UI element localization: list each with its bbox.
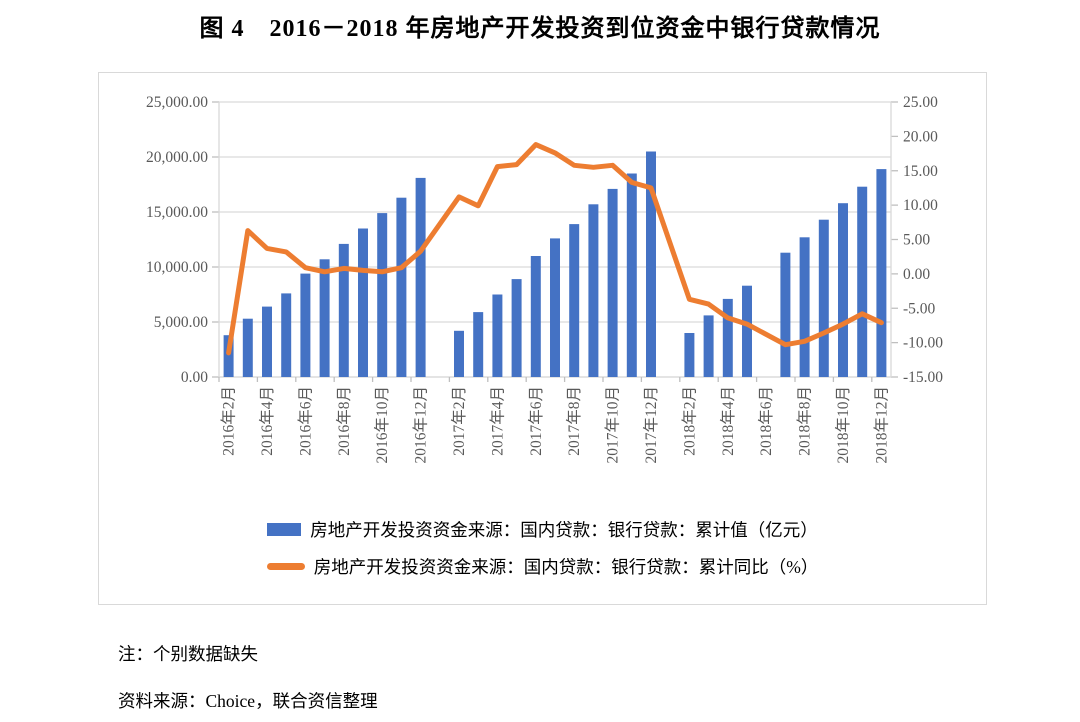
right-axis-label: 15.00 xyxy=(903,163,938,180)
right-axis-label: 0.00 xyxy=(903,266,930,283)
legend-bar-label: 房地产开发投资资金来源：国内贷款：银行贷款：累计值（亿元） xyxy=(310,520,818,540)
bar xyxy=(626,173,637,377)
right-axis-label: -10.00 xyxy=(903,335,943,352)
bar xyxy=(569,224,580,377)
bar xyxy=(473,312,484,377)
x-axis-label: 2017年10月 xyxy=(604,386,622,464)
bar xyxy=(223,335,234,377)
bar xyxy=(281,293,292,377)
bar xyxy=(857,186,868,377)
right-axis-label: -5.00 xyxy=(903,300,936,317)
bar xyxy=(646,151,656,377)
bar xyxy=(300,273,311,377)
bar xyxy=(742,285,752,377)
bar xyxy=(588,204,599,377)
bar xyxy=(396,197,407,377)
x-axis-label: 2017年4月 xyxy=(488,386,506,456)
x-axis-label: 2017年8月 xyxy=(565,386,583,456)
x-axis-label: 2016年10月 xyxy=(373,386,391,464)
x-axis-label: 2016年8月 xyxy=(335,386,353,456)
left-axis-label: 5,000.00 xyxy=(154,314,209,331)
x-axis-label: 2018年2月 xyxy=(680,386,698,456)
bar xyxy=(415,177,426,377)
x-axis-label: 2016年6月 xyxy=(296,386,314,456)
legend-item-line-series: 房地产开发投资资金来源：国内贷款：银行贷款：累计同比（%） xyxy=(266,554,819,579)
right-axis-label: 20.00 xyxy=(903,128,938,145)
x-axis-label: 2018年12月 xyxy=(872,386,890,464)
bar xyxy=(511,279,522,377)
right-axis-label: 25.00 xyxy=(903,94,938,111)
bar xyxy=(876,169,887,377)
x-axis-label: 2016年4月 xyxy=(258,386,276,456)
combo-chart-canvas: 0.00 5,000.00 10,000.00 15,000.00 20,000.00 2… xyxy=(146,94,943,464)
legend-line-swatch xyxy=(266,563,305,570)
chart-source: 资料来源：Choice，联合资信整理 xyxy=(118,691,378,711)
right-axis-label: 5.00 xyxy=(903,232,930,249)
legend-line-label: 房地产开发投资资金来源：国内贷款：银行贷款：累计同比（%） xyxy=(313,557,819,577)
bar xyxy=(358,228,368,377)
bar xyxy=(780,252,791,377)
right-axis-label: -15.00 xyxy=(903,369,943,386)
chart-legend: 房地产开发投资资金来源：国内贷款：银行贷款：累计值（亿元） 房地产开发投资资金来… xyxy=(99,517,986,579)
axis-labels: 0.00 5,000.00 10,000.00 15,000.00 20,000.00 2… xyxy=(146,94,943,464)
bar xyxy=(338,243,349,377)
x-axis-label: 2018年10月 xyxy=(834,386,852,464)
bar xyxy=(799,237,810,377)
bar xyxy=(530,256,541,377)
x-axis-label: 2017年12月 xyxy=(642,386,660,464)
bar-series xyxy=(223,151,887,377)
x-axis-label: 2016年2月 xyxy=(220,386,238,456)
left-axis-label: 0.00 xyxy=(181,369,208,386)
chart-area: 0.00 5,000.00 10,000.00 15,000.00 20,000.00 2… xyxy=(98,72,987,605)
bar xyxy=(703,315,714,377)
bar xyxy=(722,298,733,377)
left-axis-label: 25,000.00 xyxy=(146,94,208,111)
x-axis-label: 2016年12月 xyxy=(412,386,430,464)
bar xyxy=(242,318,253,377)
growth-line xyxy=(226,142,884,356)
left-axis-label: 15,000.00 xyxy=(146,204,208,221)
bar xyxy=(838,203,848,377)
bar xyxy=(607,188,618,377)
chart-note: 注：个别数据缺失 xyxy=(118,644,258,664)
line-series xyxy=(226,142,884,356)
x-axis-label: 2018年6月 xyxy=(757,386,775,456)
legend-item-bar-series: 房地产开发投资资金来源：国内贷款：银行贷款：累计值（亿元） xyxy=(267,517,818,542)
x-axis-label: 2017年6月 xyxy=(527,386,545,456)
bar xyxy=(262,306,272,377)
legend-bar-swatch xyxy=(267,523,302,536)
bar xyxy=(454,330,464,377)
bar xyxy=(818,219,829,377)
left-axis-label: 10,000.00 xyxy=(146,259,208,276)
bar xyxy=(319,259,330,377)
bar xyxy=(377,213,388,377)
bar xyxy=(550,238,560,377)
x-axis-label: 2017年2月 xyxy=(450,386,468,456)
left-axis-label: 20,000.00 xyxy=(146,149,208,166)
bar xyxy=(684,333,695,377)
x-axis-label: 2018年8月 xyxy=(796,386,814,456)
x-axis-label: 2018年4月 xyxy=(719,386,737,456)
figure-title: 图 4 2016－2018 年房地产开发投资到位资金中银行贷款情况 xyxy=(199,16,881,42)
right-axis-label: 10.00 xyxy=(903,197,938,214)
bar xyxy=(492,294,503,377)
